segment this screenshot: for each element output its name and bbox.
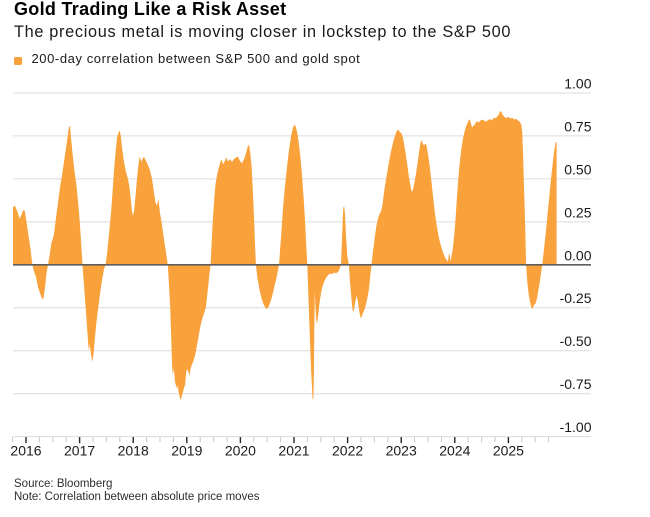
svg-text:2018: 2018 <box>118 443 149 459</box>
svg-text:2024: 2024 <box>439 443 470 459</box>
svg-text:2023: 2023 <box>386 443 417 459</box>
svg-text:2022: 2022 <box>332 443 363 459</box>
svg-text:-0.50: -0.50 <box>560 333 592 349</box>
svg-text:-0.25: -0.25 <box>560 290 592 306</box>
svg-text:-1.00: -1.00 <box>560 419 592 435</box>
svg-text:0.50: 0.50 <box>564 161 591 177</box>
svg-text:2017: 2017 <box>64 443 95 459</box>
svg-text:2020: 2020 <box>225 443 256 459</box>
svg-text:1.00: 1.00 <box>564 76 591 92</box>
svg-text:-0.75: -0.75 <box>560 376 592 392</box>
svg-text:0.00: 0.00 <box>564 247 591 263</box>
svg-text:2016: 2016 <box>10 443 41 459</box>
svg-text:2021: 2021 <box>278 443 309 459</box>
svg-text:2025: 2025 <box>493 443 524 459</box>
svg-text:0.25: 0.25 <box>564 204 591 220</box>
svg-text:0.75: 0.75 <box>564 118 591 134</box>
svg-text:2019: 2019 <box>171 443 202 459</box>
